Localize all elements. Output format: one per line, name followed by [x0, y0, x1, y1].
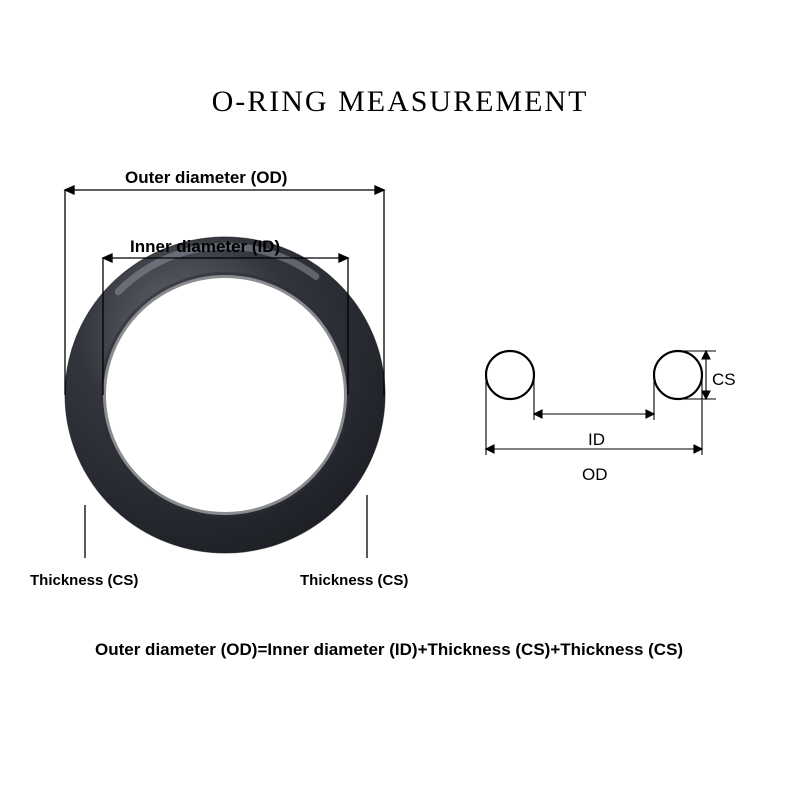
cs-circle-right — [654, 351, 702, 399]
cs-circle-left — [486, 351, 534, 399]
formula-text: Outer diameter (OD)=Inner diameter (ID)+… — [95, 640, 683, 660]
od-label-right: OD — [582, 465, 608, 485]
id-dimension-right — [534, 375, 654, 420]
id-label-right: ID — [588, 430, 605, 450]
right-figure — [0, 0, 800, 800]
cs-label-right: CS — [712, 370, 736, 390]
